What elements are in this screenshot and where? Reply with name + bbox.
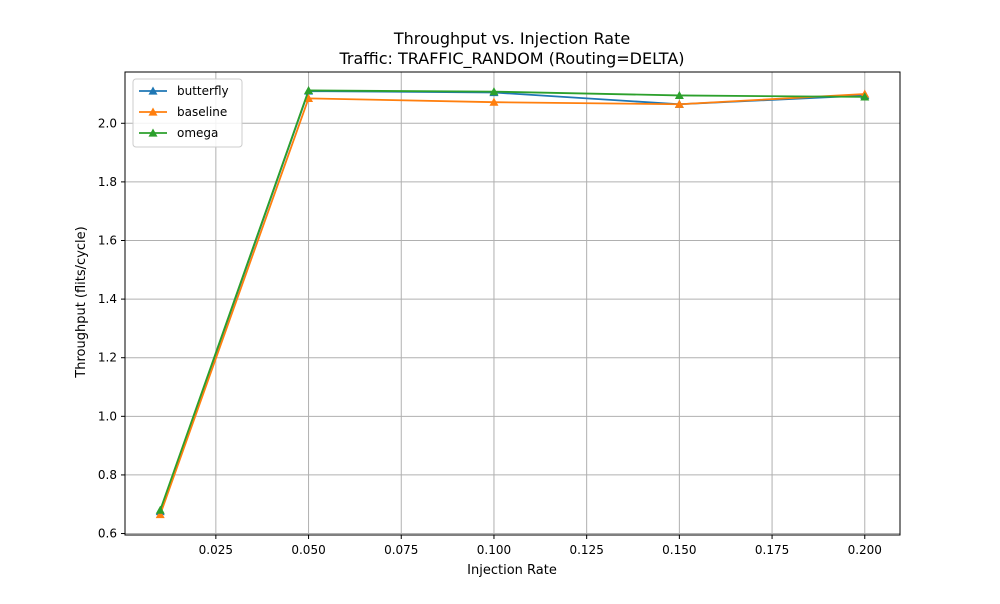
legend-item-baseline: baseline [139,105,227,119]
series-group [155,85,870,519]
y-tick-label: 1.6 [98,233,117,247]
data-point-omega [155,505,165,514]
y-tick-label: 1.8 [98,175,117,189]
legend-box [132,78,243,148]
y-tick-label: 1.0 [98,409,117,423]
x-axis-label: Injection Rate [467,563,557,578]
chart-subtitle: Traffic: TRAFFIC_RANDOM (Routing=DELTA) [338,49,684,69]
x-tick-label: 0.050 [291,543,325,557]
y-tick-label: 0.6 [98,527,117,541]
legend-item-butterfly: butterfly [139,84,229,98]
x-tick-label: 0.175 [755,543,789,557]
data-point-baseline [489,97,499,106]
x-tick-label: 0.025 [199,543,233,557]
data-point-omega [489,87,499,96]
x-tick-label: 0.075 [384,543,418,557]
data-point-omega [674,90,684,100]
legend-marker [148,86,158,95]
data-point-omega [304,85,314,95]
series-omega [155,85,870,514]
y-tick-label: 1.2 [98,351,117,365]
data-point-baseline [155,509,165,519]
ticks: 0.025 0.050 0.075 0.100 0.125 0.150 0.175 0.200… [98,116,882,557]
x-tick-label: 0.125 [569,543,603,557]
y-tick-label: 2.0 [98,116,117,130]
y-tick-label: 0.8 [98,468,117,482]
data-point-baseline [674,99,684,108]
grid [125,72,900,535]
x-tick-label: 0.200 [848,543,882,557]
legend-label: butterfly [177,84,229,98]
chart-title: Throughput vs. Injection Rate [393,29,630,48]
data-point-baseline [304,93,314,102]
x-tick-label: 0.100 [477,543,511,557]
legend-item-omega: omega [139,126,218,140]
data-point-omega [860,92,870,101]
y-tick-label: 1.4 [98,292,117,306]
plot-frame [124,71,901,536]
x-tick-label: 0.150 [662,543,696,557]
y-axis-label: Throughput (flits/cycle) [74,226,89,378]
legend: butterfly baseline omega [132,78,243,148]
legend-marker [148,128,158,137]
legend-label: baseline [177,105,227,119]
legend-label: omega [177,126,218,140]
legend-marker [148,107,158,116]
